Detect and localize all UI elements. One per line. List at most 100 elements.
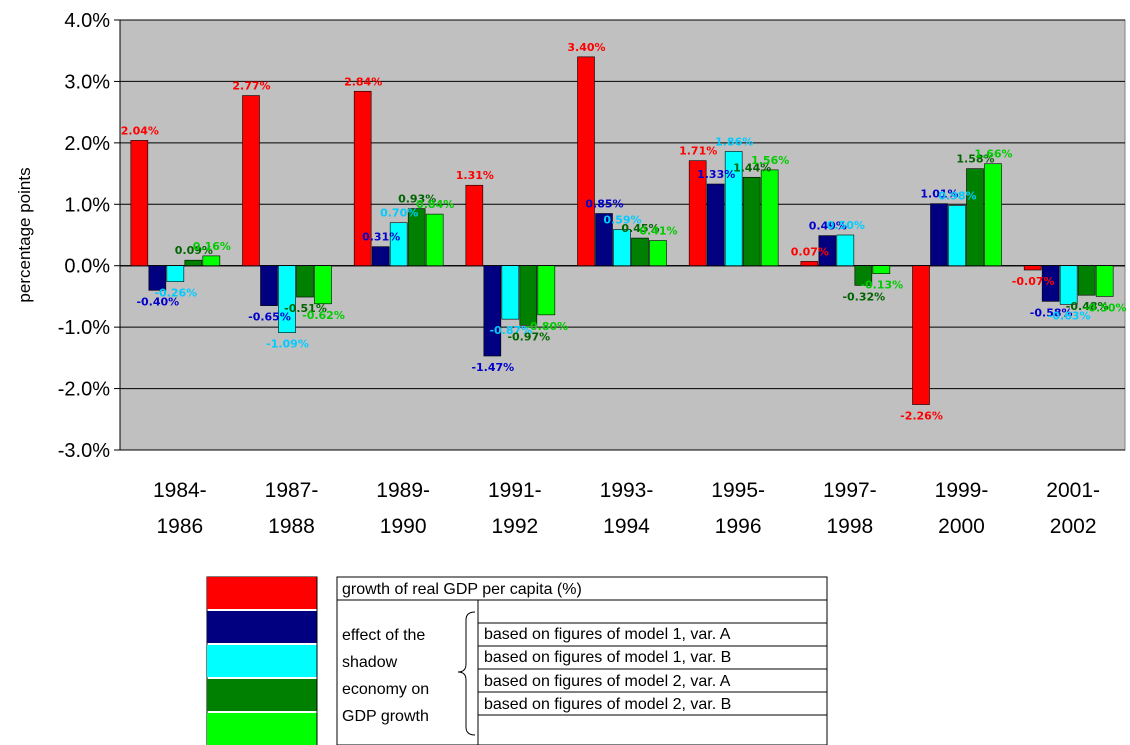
bar-m1b — [278, 265, 296, 333]
legend-group-line-1: effect of the — [342, 627, 425, 644]
bars — [130, 56, 1114, 405]
data-label-gdp: 2.77% — [232, 80, 270, 93]
x-tick-label: 1997- — [823, 479, 877, 502]
bar-m2b — [872, 265, 891, 275]
y-tick-label: 1.0% — [64, 194, 110, 216]
data-label-m2a: -0.51% — [284, 302, 327, 315]
data-label-m2b: 0.84% — [416, 198, 454, 211]
bar-m1b — [501, 265, 520, 320]
y-tick-label: 3.0% — [64, 71, 110, 93]
x-tick-label: 1999- — [935, 479, 989, 502]
legend-label-m1a: based on figures of model 1, var. A — [484, 626, 731, 643]
data-label-m1a: -0.40% — [136, 295, 179, 308]
bar-m1b — [948, 205, 966, 267]
data-label-m1b: 1.86% — [715, 135, 753, 148]
bar-m2b — [537, 265, 556, 316]
legend-group-line-3: economy on — [342, 681, 429, 698]
bar-m1b — [1059, 265, 1078, 305]
legend: growth of real GDP per capita (%) effect… — [206, 576, 828, 745]
bar-m2a — [407, 208, 426, 267]
y-axis-title: percentage points — [15, 167, 34, 302]
bar-m2a — [854, 265, 873, 286]
data-label-gdp: 2.84% — [344, 75, 382, 88]
data-label-m2b: 0.41% — [639, 225, 677, 238]
data-label-m2a: 0.09% — [175, 244, 213, 257]
bar-gdp — [130, 140, 149, 267]
x-tick-label: 2002 — [1050, 515, 1097, 538]
bar-m2a — [631, 237, 649, 267]
x-tick-label: 1995- — [711, 479, 765, 502]
data-label-m1b: 0.50% — [827, 219, 865, 232]
data-label-m2a: 0.45% — [621, 222, 659, 235]
legend-swatch-m2a — [207, 679, 317, 711]
y-tick-label: 4.0% — [64, 10, 110, 32]
data-label-m1b: 0.98% — [938, 190, 976, 203]
bar-m2a — [184, 259, 203, 267]
legend-brace — [457, 611, 476, 736]
x-tick-label: 1990 — [380, 515, 427, 538]
legend-swatch-m2b — [207, 713, 317, 745]
bar-m2b — [760, 169, 779, 267]
bar-m1b — [836, 234, 855, 267]
data-label-m2b: -0.62% — [302, 309, 345, 322]
bar-m1a — [371, 246, 390, 267]
data-label-m2a: -0.48% — [1066, 300, 1109, 313]
data-label-m1a: 0.31% — [362, 231, 400, 244]
data-label-m1b: -1.09% — [266, 338, 309, 351]
bar-m1b — [613, 229, 631, 267]
bar-m2a — [1077, 265, 1096, 296]
data-label-gdp: 2.04% — [121, 124, 159, 137]
data-label-m1a: 1.01% — [920, 188, 958, 201]
data-label-m2a: 0.93% — [398, 193, 436, 206]
bar-m2b — [202, 255, 221, 267]
legend-swatch-m1b — [207, 645, 317, 677]
data-label-m2b: -0.50% — [1084, 301, 1127, 314]
data-label-m1a: 0.49% — [809, 220, 847, 233]
bar-gdp — [577, 56, 595, 267]
bar-m2b — [1095, 265, 1114, 297]
x-tick-label: 1986 — [156, 515, 203, 538]
data-label-gdp: 1.71% — [679, 145, 717, 158]
bar-gdp — [1023, 265, 1042, 271]
bar-m2b — [649, 240, 667, 267]
bar-gdp — [912, 265, 930, 405]
data-label-m2a: 1.58% — [956, 153, 994, 166]
legend-swatch-m1a — [207, 611, 317, 643]
x-tick-label: 1988 — [268, 515, 315, 538]
bar-m1a — [706, 183, 725, 267]
x-tick-label: 1987- — [265, 479, 319, 502]
x-axis: 1984- 1986 1987- 1988 1989- 1990 1991- 1992 1993… — [153, 479, 1100, 538]
y-tick-label: 2.0% — [64, 133, 110, 155]
x-tick-label: 2000 — [938, 515, 985, 538]
data-label-m2b: 1.56% — [751, 154, 789, 167]
data-label-m1b: 0.59% — [603, 213, 641, 226]
data-label-m1a: -1.47% — [471, 361, 514, 374]
x-tick-label: 1998 — [826, 515, 873, 538]
bar-m1a — [930, 203, 948, 267]
x-tick-label: 2001- — [1046, 479, 1100, 502]
bar-m2a — [742, 176, 761, 267]
bar-m1b — [166, 265, 185, 282]
bar-m2b — [314, 265, 332, 305]
legend-text-area — [336, 576, 828, 745]
data-label-m2b: 0.16% — [193, 240, 231, 253]
bar-m2a — [966, 168, 984, 267]
data-label-m1b: 0.70% — [380, 207, 418, 220]
data-label-gdp: 3.40% — [567, 41, 605, 54]
x-tick-label: 1992 — [491, 515, 538, 538]
bar-m1a — [483, 265, 502, 357]
x-tick-label: 1991- — [488, 479, 542, 502]
bar-m1a — [595, 213, 613, 267]
bar-m1a — [148, 265, 167, 291]
bar-m1b — [724, 151, 743, 267]
data-label-m2b: -0.80% — [525, 320, 568, 333]
bar-m2b — [984, 163, 1002, 267]
bar-m1a — [1041, 265, 1060, 302]
legend-swatch-gdp — [207, 577, 317, 609]
data-label-gdp: 0.07% — [791, 245, 829, 258]
data-label-m2a: -0.32% — [842, 290, 885, 303]
bar-gdp — [353, 90, 372, 267]
bar-m1a — [260, 265, 278, 306]
data-label-m1b: -0.26% — [154, 287, 197, 300]
